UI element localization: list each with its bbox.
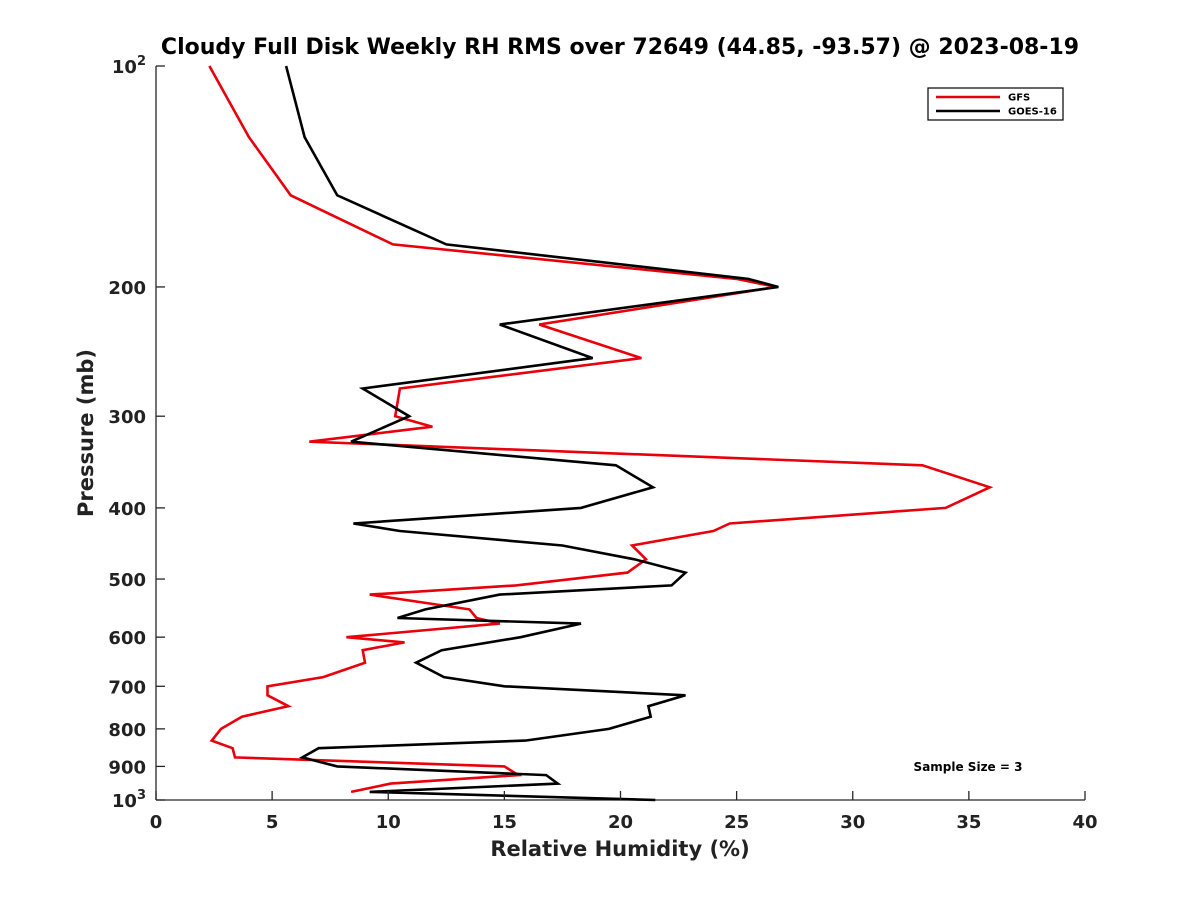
x-tick-label: 20 <box>608 812 633 833</box>
x-tick-label: 0 <box>150 812 163 833</box>
y-tick-label: 102 <box>112 54 146 78</box>
y-tick-label: 103 <box>112 788 146 812</box>
y-tick-label: 400 <box>108 499 146 520</box>
y-tick-label: 500 <box>108 570 146 591</box>
x-tick-label: 15 <box>492 812 517 833</box>
chart-title: Cloudy Full Disk Weekly RH RMS over 7264… <box>161 35 1079 60</box>
x-axis: 0 5 10 15 20 25 30 35 40 <box>150 791 1098 833</box>
x-tick-label: 35 <box>956 812 981 833</box>
series-line-goes-16 <box>284 65 779 802</box>
y-tick-label: 700 <box>108 677 146 698</box>
series-line-gfs <box>208 65 994 794</box>
y-axis-label: Pressure (mb) <box>74 349 98 517</box>
y-tick-label: 300 <box>108 407 146 428</box>
sample-size-annotation: Sample Size = 3 <box>914 760 1023 774</box>
x-tick-label: 25 <box>724 812 749 833</box>
plot-area <box>155 66 1085 801</box>
x-tick-label: 40 <box>1072 812 1097 833</box>
y-tick-label: 200 <box>108 278 146 299</box>
x-tick-label: 10 <box>376 812 401 833</box>
y-axis: 102 200 300 400 500 600 700 800 900 103 <box>108 54 165 812</box>
y-tick-label: 600 <box>108 628 146 649</box>
legend-label: GFS <box>1008 93 1030 104</box>
x-tick-label: 30 <box>840 812 865 833</box>
legend-box <box>927 87 1064 121</box>
legend-label: GOES-16 <box>1008 107 1057 118</box>
y-tick-label: 900 <box>108 757 146 778</box>
x-axis-label: Relative Humidity (%) <box>490 837 749 861</box>
legend: GFS GOES-16 <box>927 87 1064 121</box>
series-layer <box>208 65 994 802</box>
y-tick-label: 800 <box>108 720 146 741</box>
x-tick-label: 5 <box>266 812 279 833</box>
